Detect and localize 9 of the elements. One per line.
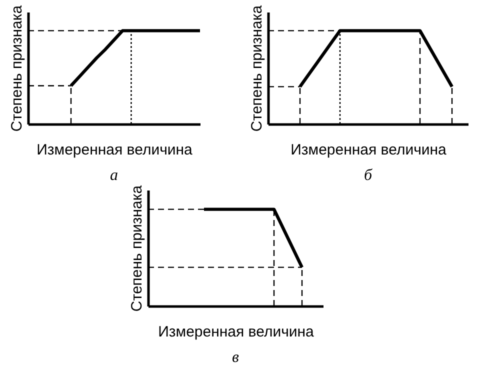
x-axis-title: Измеренная величина bbox=[290, 142, 448, 158]
y-axis-title: Степень признака bbox=[8, 4, 26, 132]
x-axis-title: Измеренная величина bbox=[36, 142, 194, 158]
y-axis-title: Степень признака bbox=[128, 184, 146, 312]
text: б bbox=[364, 167, 373, 184]
text: а bbox=[110, 167, 118, 184]
text: в bbox=[232, 349, 240, 366]
y-axis-title: Степень признака bbox=[248, 4, 266, 132]
x-axis-title: Измеренная величина bbox=[158, 324, 315, 340]
